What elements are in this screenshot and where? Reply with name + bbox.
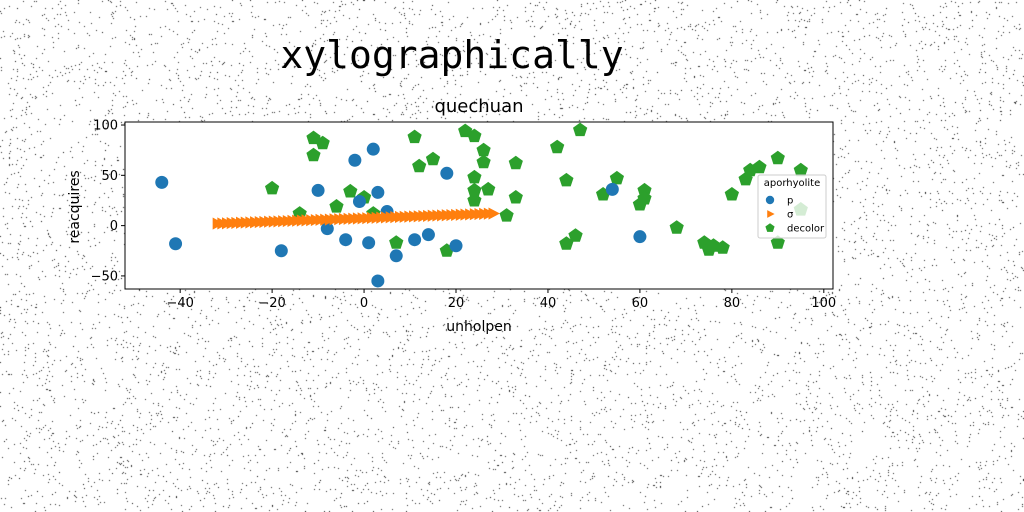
data-point: [169, 237, 183, 251]
data-point: [339, 233, 353, 247]
data-point: [412, 158, 427, 173]
legend: aporhyolite pσ decolor: [757, 174, 827, 239]
data-point: [348, 153, 362, 167]
data-point: [573, 122, 588, 137]
x-tick-label: 20: [448, 296, 465, 311]
data-point: [669, 220, 684, 234]
axis-ticks: −40 −20 0 20 40 60 80 100 −50 0 50 100: [91, 119, 837, 311]
x-tick-label: 0: [360, 296, 368, 311]
data-point: [481, 181, 496, 196]
data-point: [265, 180, 280, 195]
data-point: [449, 239, 463, 253]
data-point: [559, 172, 574, 187]
x-tick-label: 100: [811, 296, 836, 311]
x-tick-label: −40: [166, 296, 193, 311]
data-point: [637, 191, 652, 205]
data-point: [550, 139, 565, 154]
y-tick-label: 0: [110, 219, 118, 234]
data-point: [633, 230, 647, 244]
plot-frame: [124, 121, 834, 290]
data-point: [508, 155, 523, 170]
data-point: [425, 151, 441, 166]
y-axis-label: reacquires: [67, 170, 83, 243]
plot-area: [124, 121, 834, 290]
data-point: [559, 236, 574, 250]
data-point: [467, 182, 482, 197]
x-tick-label: 80: [724, 296, 741, 311]
data-point: [421, 228, 435, 242]
data-point: [352, 194, 366, 208]
data-point: [793, 162, 808, 177]
legend-title: aporhyolite: [764, 178, 821, 189]
data-point: [440, 166, 454, 180]
suptitle: xylographically: [280, 33, 623, 77]
data-point: [467, 193, 482, 207]
legend-marker: [765, 195, 775, 205]
data-point: [568, 228, 583, 242]
legend-label: p: [787, 196, 793, 207]
data-point: [609, 170, 624, 185]
data-point: [476, 142, 491, 157]
x-tick-label: 60: [632, 296, 649, 311]
data-point: [724, 187, 739, 201]
data-point: [476, 154, 491, 169]
y-tick-label: 50: [101, 169, 118, 184]
data-point: [343, 183, 358, 198]
data-point: [311, 183, 325, 197]
series-2: [265, 122, 808, 257]
data-point: [320, 222, 334, 236]
y-tick-label: 100: [93, 119, 118, 134]
data-point: [499, 208, 514, 222]
data-point: [407, 129, 422, 144]
data-point: [715, 240, 730, 254]
x-tick-label: 40: [540, 296, 557, 311]
data-point: [274, 244, 288, 258]
data-point: [637, 182, 652, 197]
legend-marker: [767, 210, 775, 218]
legend-label: σ: [787, 210, 794, 221]
legend-entries: pσ decolor: [765, 196, 825, 235]
data-point: [467, 128, 482, 143]
data-point: [155, 175, 169, 189]
data-point: [752, 159, 767, 174]
chart-title: quechuan: [434, 96, 523, 117]
legend-marker: [765, 223, 775, 232]
x-axis-label: unholpen: [446, 319, 511, 335]
y-tick-label: −50: [91, 269, 118, 284]
data-point: [770, 235, 785, 249]
data-point: [306, 147, 321, 162]
x-tick-label: −20: [258, 296, 285, 311]
data-point: [408, 233, 422, 247]
legend-label: decolor: [787, 224, 825, 235]
data-point: [362, 236, 376, 250]
data-point: [467, 169, 482, 184]
series-1: [212, 207, 500, 230]
data-point: [329, 199, 344, 213]
legend-box: [757, 174, 827, 239]
data-point: [366, 142, 380, 156]
data-point: [605, 182, 619, 196]
data-point: [508, 190, 523, 204]
data-point: [770, 150, 785, 165]
series-0: [155, 142, 647, 288]
data-point: [389, 235, 404, 249]
data-point: [371, 185, 385, 199]
data-point: [488, 207, 500, 220]
data-point: [371, 274, 385, 288]
data-point: [389, 249, 403, 263]
data-point: [315, 135, 330, 150]
